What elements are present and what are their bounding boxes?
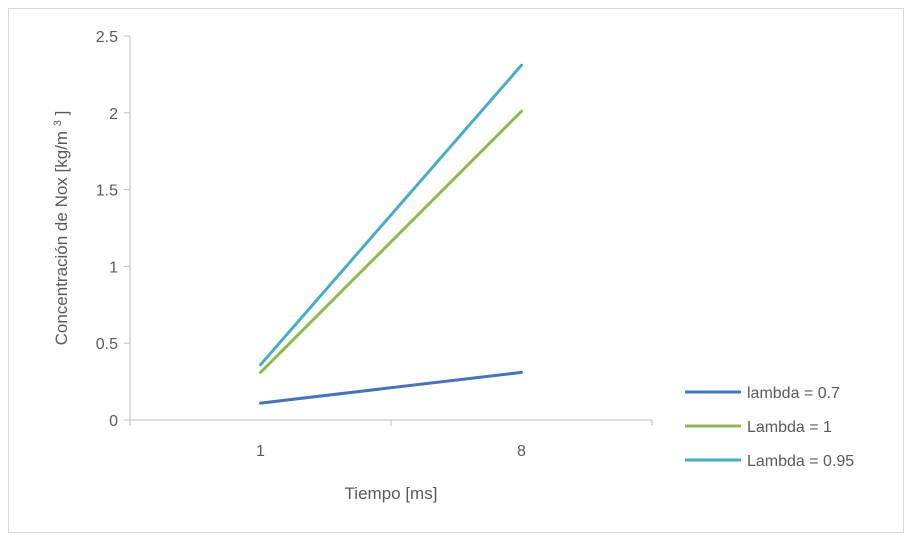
- series-layer: [259, 63, 523, 405]
- x-axis-title: Tiempo [ms]: [345, 484, 438, 503]
- series-line: [259, 370, 523, 405]
- y-axis-title-sup: 3: [52, 120, 64, 126]
- x-tick-label: 1: [256, 443, 265, 460]
- legend-label: Lambda = 0.95: [747, 453, 854, 470]
- y-axis-title-end: ]: [52, 111, 71, 116]
- y-tick-label: 2.5: [96, 29, 118, 46]
- legend-label: lambda = 0.7: [747, 385, 840, 402]
- chart-frame: [8, 8, 904, 533]
- y-tick-label: 1.5: [96, 183, 118, 200]
- y-tick-label: 0.5: [96, 336, 118, 353]
- series-line: [259, 109, 523, 374]
- y-tick-label: 0: [109, 413, 118, 430]
- series-line: [259, 63, 523, 367]
- y-tick-label: 2: [109, 106, 118, 123]
- legend-label: Lambda = 1: [747, 419, 832, 436]
- y-axis-title-main: Concentración de Nox [kg/m: [52, 131, 71, 346]
- y-axis-title: Concentración de Nox [kg/m 3 ]: [46, 111, 71, 346]
- x-tick-label: 8: [517, 443, 526, 460]
- y-tick-label: 1: [109, 259, 118, 276]
- axes: 0 0.5 1 1.5 2 2.5 1 8: [96, 29, 653, 460]
- legend: lambda = 0.7 Lambda = 1 Lambda = 0.95: [685, 385, 854, 470]
